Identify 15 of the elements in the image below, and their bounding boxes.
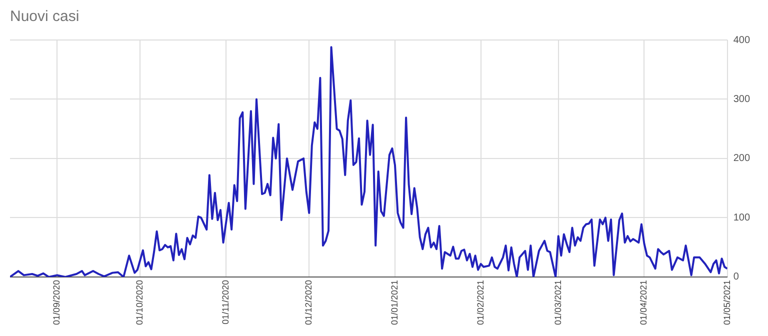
y-tick-label: 400	[733, 34, 750, 46]
y-tick-label: 200	[733, 153, 750, 164]
x-tick-label: 01/02/2021	[475, 280, 486, 326]
x-tick-label: 01/04/2021	[638, 280, 649, 326]
x-tick-label: 01/10/2020	[134, 280, 145, 326]
y-tick-label: 300	[733, 94, 750, 105]
chart-title: Nuovi casi	[10, 8, 80, 26]
y-tick-label: 0	[733, 272, 740, 283]
x-tick-label: 01/05/2021	[722, 280, 732, 326]
x-tick-label: 01/09/2020	[52, 280, 62, 326]
y-tick-label: 100	[733, 212, 750, 224]
x-tick-label: 01/01/2021	[389, 280, 400, 326]
x-tick-label: 01/12/2020	[304, 280, 314, 326]
x-tick-label: 01/03/2021	[552, 280, 563, 326]
x-tick-label: 01/11/2020	[220, 280, 231, 324]
